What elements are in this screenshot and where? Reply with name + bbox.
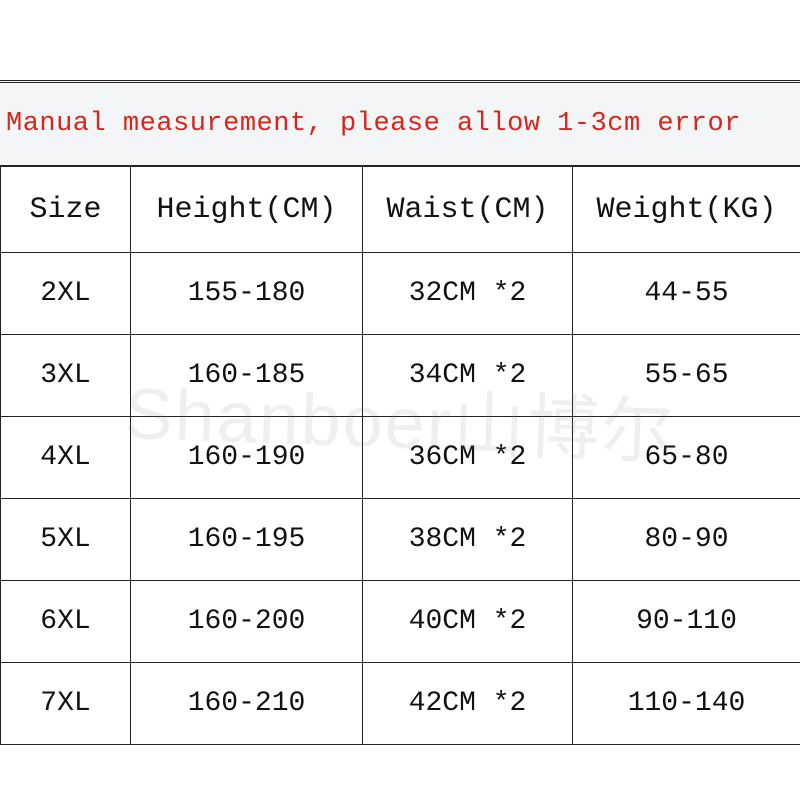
table-row: 3XL 160-185 34CM *2 55-65	[1, 335, 800, 417]
cell-height: 160-210	[131, 663, 363, 745]
cell-height: 160-195	[131, 499, 363, 581]
cell-waist: 38CM *2	[363, 499, 573, 581]
size-table: Size Height(CM) Waist(CM) Weight(KG) 2XL…	[0, 166, 800, 745]
table-body: 2XL 155-180 32CM *2 44-55 3XL 160-185 34…	[1, 253, 800, 745]
cell-waist: 32CM *2	[363, 253, 573, 335]
cell-height: 160-185	[131, 335, 363, 417]
col-header-weight: Weight(KG)	[573, 167, 800, 253]
table-row: 7XL 160-210 42CM *2 110-140	[1, 663, 800, 745]
cell-height: 160-190	[131, 417, 363, 499]
cell-size: 2XL	[1, 253, 131, 335]
size-chart-page: Manual measurement, please allow 1-3cm e…	[0, 0, 800, 800]
notice-text: Manual measurement, please allow 1-3cm e…	[6, 109, 741, 139]
cell-size: 5XL	[1, 499, 131, 581]
col-header-size: Size	[1, 167, 131, 253]
cell-waist: 34CM *2	[363, 335, 573, 417]
cell-weight: 65-80	[573, 417, 800, 499]
cell-size: 6XL	[1, 581, 131, 663]
cell-size: 3XL	[1, 335, 131, 417]
table-header-row: Size Height(CM) Waist(CM) Weight(KG)	[1, 167, 800, 253]
table-row: 2XL 155-180 32CM *2 44-55	[1, 253, 800, 335]
col-header-waist: Waist(CM)	[363, 167, 573, 253]
cell-waist: 36CM *2	[363, 417, 573, 499]
cell-waist: 40CM *2	[363, 581, 573, 663]
cell-weight: 55-65	[573, 335, 800, 417]
cell-size: 4XL	[1, 417, 131, 499]
cell-weight: 80-90	[573, 499, 800, 581]
table-row: 6XL 160-200 40CM *2 90-110	[1, 581, 800, 663]
cell-height: 160-200	[131, 581, 363, 663]
cell-waist: 42CM *2	[363, 663, 573, 745]
col-header-height: Height(CM)	[131, 167, 363, 253]
cell-height: 155-180	[131, 253, 363, 335]
notice-bar: Manual measurement, please allow 1-3cm e…	[0, 80, 800, 166]
cell-weight: 110-140	[573, 663, 800, 745]
table-row: 5XL 160-195 38CM *2 80-90	[1, 499, 800, 581]
cell-size: 7XL	[1, 663, 131, 745]
cell-weight: 44-55	[573, 253, 800, 335]
table-row: 4XL 160-190 36CM *2 65-80	[1, 417, 800, 499]
cell-weight: 90-110	[573, 581, 800, 663]
